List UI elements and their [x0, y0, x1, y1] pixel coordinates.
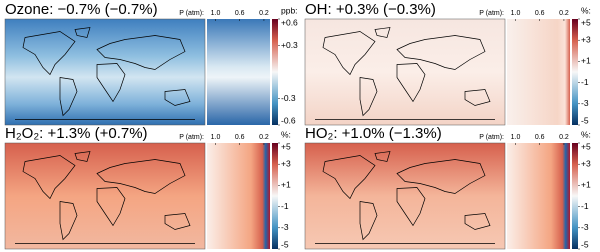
colorbar-tick-label: -5 [581, 115, 589, 125]
colorbar-tick-label: +5 [281, 141, 291, 151]
panel-title: H₂O₂: +1.3% (+0.7%) [5, 125, 148, 142]
colorbar-tick-label: -0.6 [281, 115, 296, 125]
map-field [305, 19, 505, 125]
x-tick-label: 1.0 [511, 134, 521, 141]
colorbar-tick-label: +3 [281, 158, 291, 168]
colorbar [572, 143, 578, 249]
colorbar-tick-label: +5 [581, 141, 591, 151]
colorbar-tick-label: +1 [581, 180, 591, 190]
colorbar [272, 19, 278, 125]
colorbar-tick-label: +1 [581, 56, 591, 66]
x-axis-label: P (atm): [479, 134, 504, 141]
map-frame [4, 142, 206, 250]
colorbar-label: ppb: [281, 5, 298, 15]
map-frame [304, 142, 506, 250]
x-tick-label: 0.6 [235, 10, 245, 17]
colorbar-tick-label: +5 [581, 17, 591, 27]
map-field [5, 19, 205, 125]
x-tick-label: 1.0 [211, 134, 221, 141]
colorbar-tick-label: -5 [581, 239, 589, 249]
map-frame [4, 18, 206, 126]
x-tick-label: 0.2 [259, 134, 269, 141]
x-tick-label: 1.0 [511, 10, 521, 17]
colorbar-tick-label: +0.3 [281, 40, 298, 50]
x-tick-label: 0.6 [235, 134, 245, 141]
zonal-field [207, 143, 270, 249]
colorbar-tick-label: +3 [581, 34, 591, 44]
colorbar [572, 19, 578, 125]
x-axis-label: P (atm): [479, 10, 504, 17]
zonal-field [207, 19, 270, 125]
colorbar-tick-label: -3 [281, 222, 289, 232]
x-tick-label: 0.2 [259, 10, 269, 17]
x-tick-label: 0.2 [559, 134, 569, 141]
colorbar-tick-label: -0.3 [281, 93, 296, 103]
map-frame [304, 18, 506, 126]
zonal-field [507, 143, 570, 249]
colorbar-tick-label: -3 [581, 222, 589, 232]
colorbar-tick-label: -1 [581, 201, 589, 211]
colorbar-tick-label: +0.6 [281, 17, 298, 27]
x-axis-label: P (atm): [179, 10, 204, 17]
panel-title: OH: +0.3% (−0.3%) [305, 1, 436, 18]
x-axis-label: P (atm): [179, 134, 204, 141]
x-tick-label: 0.2 [559, 10, 569, 17]
colorbar [272, 143, 278, 249]
colorbar-tick-label: -3 [581, 98, 589, 108]
x-tick-label: 1.0 [211, 10, 221, 17]
colorbar-tick-label: +1 [281, 180, 291, 190]
colorbar-tick-label: -5 [281, 239, 289, 249]
colorbar-label: %: [281, 129, 291, 139]
colorbar-label: %: [581, 129, 591, 139]
x-tick-label: 0.6 [535, 134, 545, 141]
x-tick-label: 0.6 [535, 10, 545, 17]
zonal-field [507, 19, 570, 125]
map-field [305, 143, 505, 249]
colorbar-tick-label: -1 [281, 201, 289, 211]
panel-title: HO₂: +1.0% (−1.3%) [305, 125, 442, 142]
colorbar-tick-label: -1 [581, 77, 589, 87]
colorbar-tick-label: +3 [581, 158, 591, 168]
map-field [5, 143, 205, 249]
colorbar-label: %: [581, 5, 591, 15]
panel-title: Ozone: −0.7% (−0.7%) [5, 1, 158, 18]
